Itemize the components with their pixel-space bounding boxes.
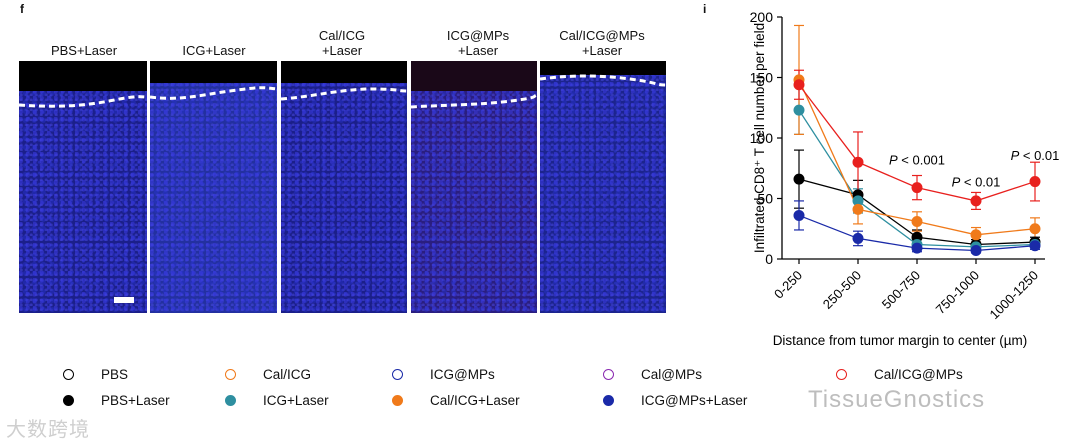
image-label-5-line1: Cal/ICG@MPs [559, 28, 645, 43]
tumor-margin-line-4 [411, 93, 537, 109]
legend-label: Cal@MPs [641, 367, 702, 382]
watermark-left: 大数跨境 [6, 419, 90, 441]
data-point-1-0 [793, 104, 805, 116]
data-point-4-0 [793, 79, 805, 91]
watermark-right: TissueGnostics [808, 386, 986, 413]
data-point-4-1 [852, 156, 864, 168]
legend-marker [836, 369, 847, 380]
p-value-text: < 0.01 [1019, 148, 1059, 163]
p-value-text: < 0.01 [960, 174, 1000, 189]
data-point-3-1 [852, 232, 864, 244]
legend-label: PBS+Laser [101, 393, 170, 408]
p-value-text: < 0.001 [898, 153, 945, 168]
microscopy-image-5 [540, 61, 666, 313]
p-value-annotation-2: P < 0.01 [1011, 148, 1060, 163]
panel-letter-i: i [703, 2, 707, 16]
y-tick-label-2: 100 [750, 130, 774, 146]
data-point-0-0 [793, 173, 805, 185]
legend-marker [225, 395, 236, 406]
legend-label: Cal/ICG+Laser [430, 393, 520, 408]
tumor-margin-line-1 [19, 95, 147, 108]
y-tick-label-4: 200 [750, 9, 774, 25]
data-point-3-0 [793, 209, 805, 221]
tumor-margin-line-3 [281, 87, 407, 101]
image-label-4: ICG@MPs +Laser [413, 28, 543, 58]
image-label-3-line1: Cal/ICG [318, 28, 366, 43]
p-value-symbol: P [952, 174, 961, 189]
legend-label: PBS [101, 367, 129, 382]
image-label-1: PBS+Laser [19, 43, 149, 58]
image-label-4-line2: +Laser [457, 43, 499, 58]
data-point-3-2 [911, 242, 923, 254]
panel-letter-f: f [20, 2, 24, 16]
legend-label: Cal/ICG [263, 367, 312, 382]
data-point-3-4 [1029, 240, 1041, 252]
image-label-2: ICG+Laser [149, 43, 279, 58]
image-label-3: Cal/ICG +Laser [277, 28, 407, 58]
legend-marker [63, 395, 74, 406]
legend-label: ICG+Laser [263, 393, 329, 408]
microscopy-image-2 [150, 61, 277, 313]
data-point-2-2 [911, 215, 923, 227]
legend-marker [63, 369, 74, 380]
legend-marker [392, 369, 403, 380]
p-value-symbol: P [1011, 148, 1020, 163]
tumor-margin-line-5 [540, 74, 666, 87]
y-tick-label-3: 150 [750, 70, 774, 86]
p-value-symbol: P [889, 153, 898, 168]
p-value-annotation-0: P < 0.001 [889, 153, 945, 168]
image-label-2-line1: ICG+Laser [182, 43, 246, 58]
x-axis-label: Distance from tumor margin to center (µm… [773, 333, 1028, 348]
data-point-4-4 [1029, 176, 1041, 188]
p-value-annotation-1: P < 0.01 [952, 174, 1001, 189]
microscopy-image-4 [411, 61, 537, 313]
image-label-3-line2: +Laser [321, 43, 363, 58]
legend-marker [603, 395, 614, 406]
y-tick-label-1: 50 [757, 191, 773, 207]
image-label-1-line1: PBS+Laser [50, 43, 118, 58]
data-point-3-3 [970, 245, 982, 257]
y-axis-label: Infiltrated CD8⁺ T cell number per field [752, 23, 767, 253]
microscopy-image-1 [19, 61, 147, 313]
microscopy-image-3 [281, 61, 407, 313]
legend-marker [225, 369, 236, 380]
data-point-2-3 [970, 229, 982, 241]
legend-label: ICG@MPs+Laser [641, 393, 748, 408]
data-point-4-2 [911, 182, 923, 194]
data-point-2-1 [852, 203, 864, 215]
legend-label: Cal/ICG@MPs [874, 367, 963, 382]
image-label-4-line1: ICG@MPs [446, 28, 510, 43]
image-label-5: Cal/ICG@MPs +Laser [537, 28, 667, 58]
data-point-2-4 [1029, 223, 1041, 235]
legend-marker [392, 395, 403, 406]
y-tick-label-0: 0 [765, 251, 773, 267]
scale-bar [114, 297, 134, 303]
tumor-margin-line-2 [150, 86, 277, 100]
legend-label: ICG@MPs [430, 367, 495, 382]
data-point-4-3 [970, 195, 982, 207]
image-label-5-line2: +Laser [581, 43, 623, 58]
legend-marker [603, 369, 614, 380]
